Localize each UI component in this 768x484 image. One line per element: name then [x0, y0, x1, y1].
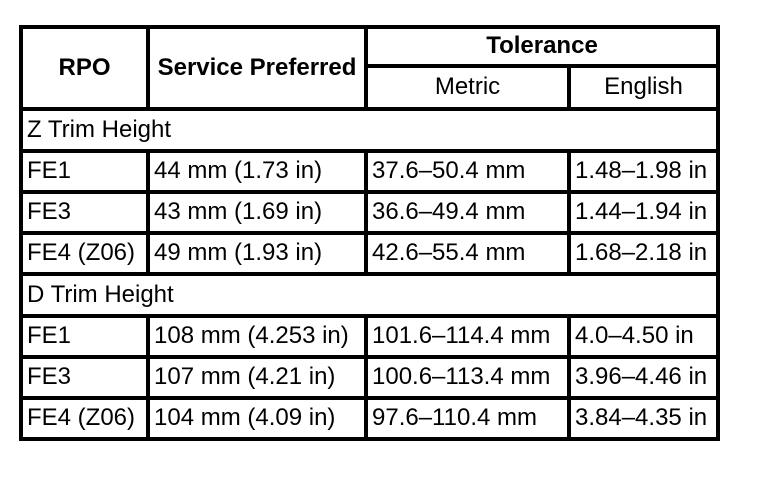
table-row: FE1 108 mm (4.253 in) 101.6–114.4 mm 4.0…	[19, 314, 720, 359]
header-cell-english: English	[567, 64, 720, 111]
service-preferred-cell: 49 mm (1.93 in)	[146, 231, 368, 276]
header-cell-tolerance: Tolerance	[364, 25, 720, 68]
english-tolerance-cell: 3.96–4.46 in	[567, 355, 720, 400]
header-cell-rpo: RPO	[19, 25, 150, 111]
english-tolerance-cell: 4.0–4.50 in	[567, 314, 720, 359]
metric-tolerance-cell: 97.6–110.4 mm	[364, 396, 571, 441]
header-row-sub: Metric English	[21, 64, 720, 111]
table-row: FE1 44 mm (1.73 in) 37.6–50.4 mm 1.48–1.…	[19, 149, 720, 194]
english-tolerance-cell: 1.44–1.94 in	[567, 190, 720, 235]
header-row-top: RPO Service Preferred Tolerance	[19, 25, 720, 111]
english-tolerance-cell: 3.84–4.35 in	[567, 396, 720, 441]
section-title-d-trim-height: D Trim Height	[19, 272, 720, 318]
english-tolerance-cell: 1.68–2.18 in	[567, 231, 720, 276]
header-cell-metric: Metric	[364, 64, 571, 111]
rpo-cell: FE4 (Z06)	[19, 396, 150, 441]
rpo-cell: FE4 (Z06)	[19, 231, 150, 276]
metric-tolerance-cell: 37.6–50.4 mm	[364, 149, 571, 194]
service-preferred-cell: 107 mm (4.21 in)	[146, 355, 368, 400]
service-preferred-cell: 104 mm (4.09 in)	[146, 396, 368, 441]
service-preferred-cell: 108 mm (4.253 in)	[146, 314, 368, 359]
table-row: FE3 107 mm (4.21 in) 100.6–113.4 mm 3.96…	[19, 355, 720, 400]
metric-tolerance-cell: 101.6–114.4 mm	[364, 314, 571, 359]
section-title-z-trim-height: Z Trim Height	[19, 107, 720, 153]
rpo-cell: FE3	[19, 355, 150, 400]
metric-tolerance-cell: 100.6–113.4 mm	[364, 355, 571, 400]
service-preferred-cell: 44 mm (1.73 in)	[146, 149, 368, 194]
table-row: FE3 43 mm (1.69 in) 36.6–49.4 mm 1.44–1.…	[19, 190, 720, 235]
table-row: FE4 (Z06) 104 mm (4.09 in) 97.6–110.4 mm…	[19, 396, 720, 441]
section-row-z-trim-height: Z Trim Height	[19, 107, 720, 153]
rpo-cell: FE1	[19, 149, 150, 194]
rpo-cell: FE1	[19, 314, 150, 359]
trim-height-spec-table: RPO Service Preferred Tolerance Metric E…	[19, 25, 720, 441]
metric-tolerance-cell: 42.6–55.4 mm	[364, 231, 571, 276]
header-cell-service-preferred: Service Preferred	[146, 25, 368, 111]
service-preferred-cell: 43 mm (1.69 in)	[146, 190, 368, 235]
english-tolerance-cell: 1.48–1.98 in	[567, 149, 720, 194]
section-row-d-trim-height: D Trim Height	[19, 272, 720, 318]
rpo-cell: FE3	[19, 190, 150, 235]
table-row: FE4 (Z06) 49 mm (1.93 in) 42.6–55.4 mm 1…	[19, 231, 720, 276]
metric-tolerance-cell: 36.6–49.4 mm	[364, 190, 571, 235]
